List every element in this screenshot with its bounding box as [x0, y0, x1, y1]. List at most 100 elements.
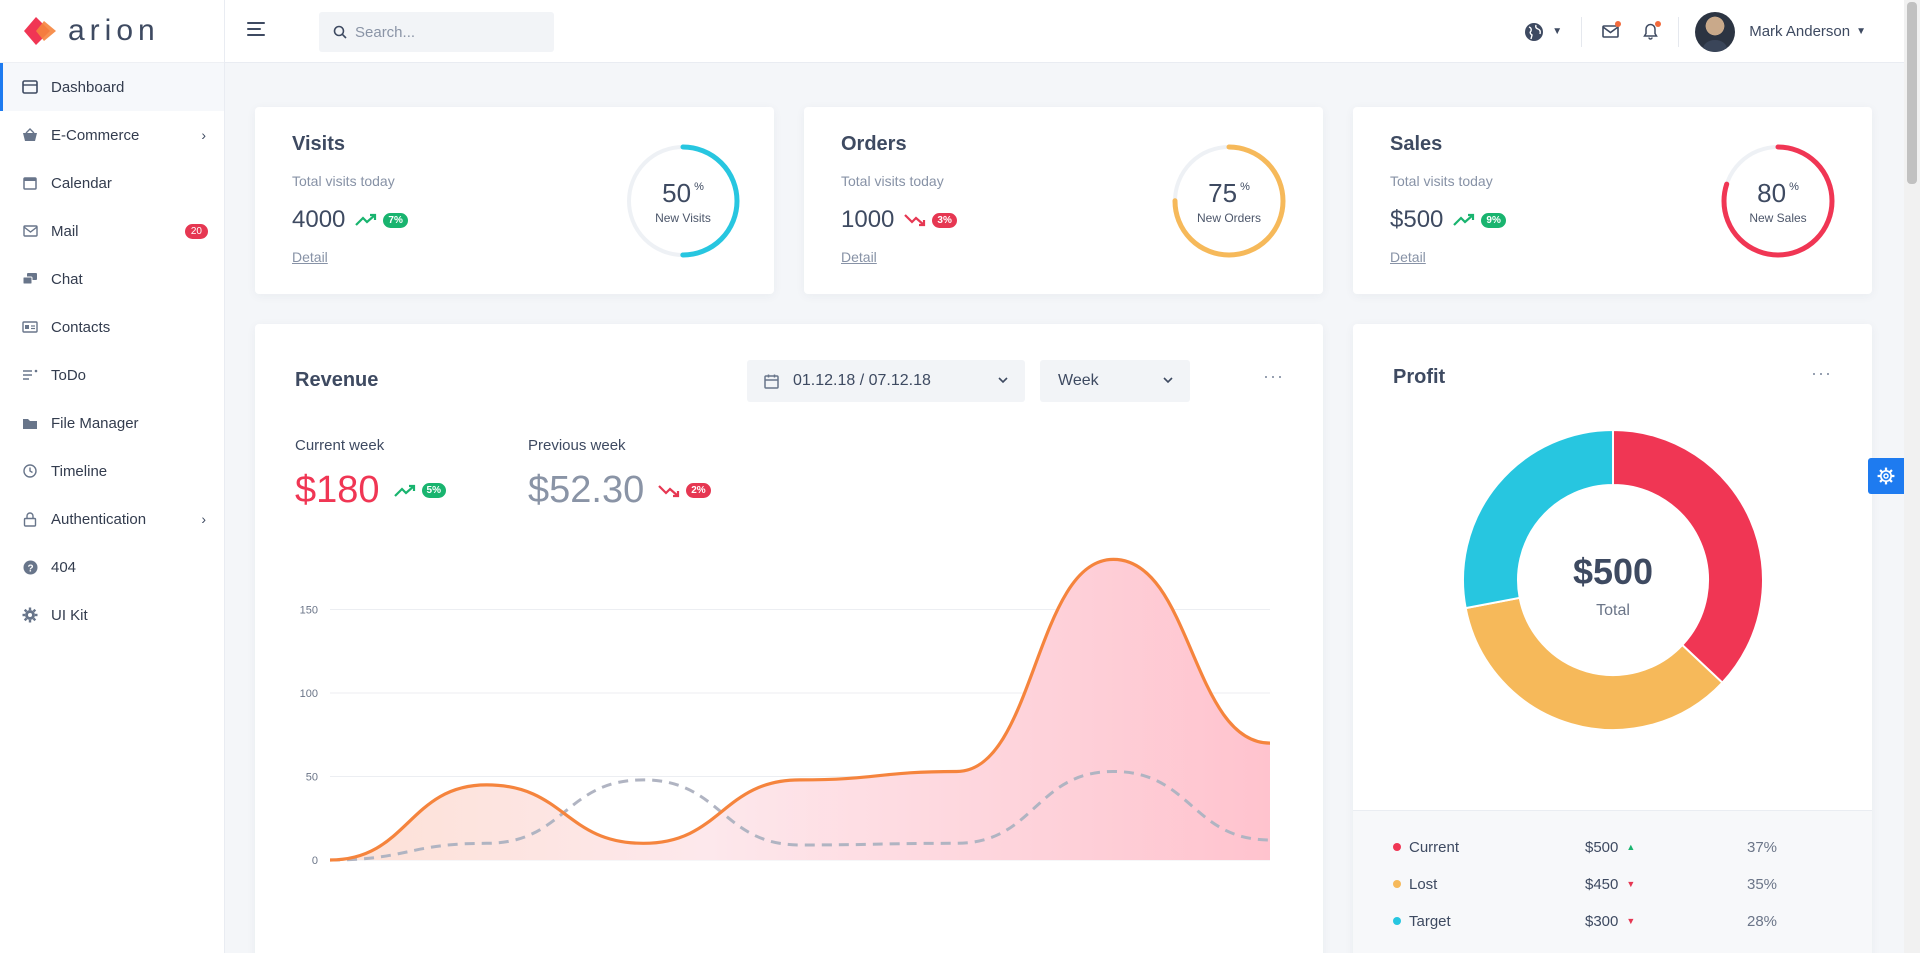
sidebar-item-file-manager[interactable]: File Manager	[0, 399, 224, 447]
current-week-value: $180	[295, 469, 380, 511]
logo-mark-icon	[24, 17, 56, 45]
settings-button[interactable]	[1868, 458, 1904, 494]
previous-week-label: Previous week	[528, 437, 626, 454]
mail-icon	[22, 223, 38, 239]
legend-amount-cell: $500 ▲	[1585, 839, 1635, 856]
caret-down-icon: ▼	[1856, 26, 1866, 37]
user-name: Mark Anderson	[1749, 23, 1851, 40]
sidebar-item-dashboard[interactable]: Dashboard	[0, 63, 224, 111]
sidebar-item-ui-kit[interactable]: UI Kit	[0, 591, 224, 639]
legend-row: Target $300 ▼ 28%	[1393, 911, 1813, 931]
legend-amount: $500	[1585, 838, 1619, 856]
sidebar-item-ecommerce[interactable]: E-Commerce ›	[0, 111, 224, 159]
user-menu[interactable]: Mark Anderson ▼	[1695, 11, 1866, 52]
page-scrollbar[interactable]	[1904, 0, 1920, 953]
legend-row: Current $500 ▲ 37%	[1393, 837, 1813, 857]
contacts-icon	[22, 319, 38, 335]
change-badge: 5%	[421, 483, 446, 498]
change-badge: 7%	[383, 212, 408, 228]
ring-percent: 50%	[662, 178, 704, 209]
language-selector[interactable]: ▼	[1521, 20, 1565, 44]
legend-percent: 35%	[1747, 875, 1778, 893]
donut-slice-target	[1462, 428, 1614, 610]
search-input[interactable]	[355, 23, 545, 41]
brand-logo[interactable]: arion	[0, 0, 224, 63]
scrollbar-thumb[interactable]	[1907, 2, 1917, 184]
sidebar-item-todo[interactable]: ToDo	[0, 351, 224, 399]
sidebar-nav: Dashboard E-Commerce › Calendar Mail 20 …	[0, 63, 224, 639]
svg-text:?: ?	[27, 563, 33, 574]
unread-dot	[1655, 20, 1662, 27]
stat-value-row: $500 9%	[1390, 206, 1506, 234]
trend-down-icon	[658, 484, 680, 497]
y-tick-label: 100	[300, 688, 318, 700]
stat-value-row: 4000 7%	[292, 206, 408, 234]
sidebar-item-chat[interactable]: Chat	[0, 255, 224, 303]
caret-down-icon: ▼	[1552, 26, 1563, 37]
envelope-icon	[1601, 25, 1619, 38]
ring-number: 75	[1208, 177, 1238, 208]
sidebar-item-authentication[interactable]: Authentication ›	[0, 495, 224, 543]
ring-number: 80	[1757, 177, 1787, 208]
stat-value: $500	[1390, 206, 1444, 233]
ring-label: 50% New Visits	[625, 143, 741, 259]
calendar-icon	[22, 175, 38, 191]
avatar	[1695, 11, 1736, 52]
ring-label: 75% New Orders	[1171, 143, 1287, 259]
chevron-right-icon: ›	[201, 511, 206, 527]
ring-caption: New Sales	[1749, 210, 1807, 225]
sidebar-item-label: Mail	[51, 222, 79, 240]
sidebar-item-calendar[interactable]: Calendar	[0, 159, 224, 207]
donut-center-label: Total	[1596, 602, 1630, 619]
more-options-icon[interactable]: ···	[1263, 366, 1284, 386]
legend-dot	[1393, 917, 1401, 925]
caret-down-icon: ▼	[1626, 916, 1636, 926]
ring-percent: 75%	[1208, 178, 1250, 209]
topbar: ▼ Mark Anderson ▼	[225, 0, 1904, 63]
revenue-title: Revenue	[295, 369, 379, 391]
calendar-icon	[764, 374, 779, 389]
sidebar-item-contacts[interactable]: Contacts	[0, 303, 224, 351]
period-select[interactable]: Week	[1040, 360, 1190, 402]
gear-icon	[22, 607, 38, 623]
stat-value-row: 1000 3%	[841, 206, 957, 234]
detail-link[interactable]: Detail	[292, 249, 328, 265]
series-area-fill	[330, 559, 1270, 860]
globe-icon	[1525, 22, 1544, 41]
sidebar-item-404[interactable]: ? 404	[0, 543, 224, 591]
previous-week-value: $52.30	[528, 469, 645, 511]
chevron-down-icon	[1163, 377, 1173, 384]
messages-button[interactable]	[1598, 20, 1622, 44]
search-box[interactable]	[319, 12, 554, 52]
sidebar-item-mail[interactable]: Mail 20	[0, 207, 224, 255]
donut-center-value: $500	[1573, 551, 1653, 592]
stat-subtitle: Total visits today	[1390, 173, 1493, 189]
notifications-button[interactable]	[1638, 20, 1662, 44]
profit-legend: Current $500 ▲ 37% Lost $450 ▼ 35% Target …	[1353, 810, 1872, 953]
sidebar-item-label: Chat	[51, 270, 83, 288]
ring-number: 50	[662, 177, 692, 208]
stat-title: Visits	[292, 133, 345, 155]
stat-card-visits: Visits Total visits today 4000 7% Detail…	[255, 107, 774, 294]
more-options-icon[interactable]: ···	[1811, 363, 1832, 383]
stat-value: 1000	[841, 206, 895, 233]
change-badge: 2%	[686, 483, 711, 498]
date-range-picker[interactable]: 01.12.18 / 07.12.18	[747, 360, 1025, 402]
clock-icon	[22, 463, 38, 479]
bell-icon	[1642, 23, 1658, 40]
detail-link[interactable]: Detail	[841, 249, 877, 265]
change-badge: 3%	[932, 212, 957, 228]
topbar-actions: ▼ Mark Anderson ▼	[1521, 0, 1904, 63]
menu-toggle-icon[interactable]	[247, 22, 265, 40]
trend-up-icon	[355, 213, 377, 226]
sidebar-item-timeline[interactable]: Timeline	[0, 447, 224, 495]
revenue-card: Revenue 01.12.18 / 07.12.18 Week ··· Cur…	[255, 324, 1323, 953]
sidebar-item-label: ToDo	[51, 366, 87, 384]
previous-week-row: $52.30 2%	[528, 469, 711, 512]
legend-dot	[1393, 880, 1401, 888]
detail-link[interactable]: Detail	[1390, 249, 1426, 265]
gear-icon	[1877, 467, 1895, 485]
progress-ring: 75% New Orders	[1171, 143, 1287, 259]
profit-title: Profit	[1393, 366, 1446, 388]
stat-card-sales: Sales Total visits today $500 9% Detail …	[1353, 107, 1872, 294]
